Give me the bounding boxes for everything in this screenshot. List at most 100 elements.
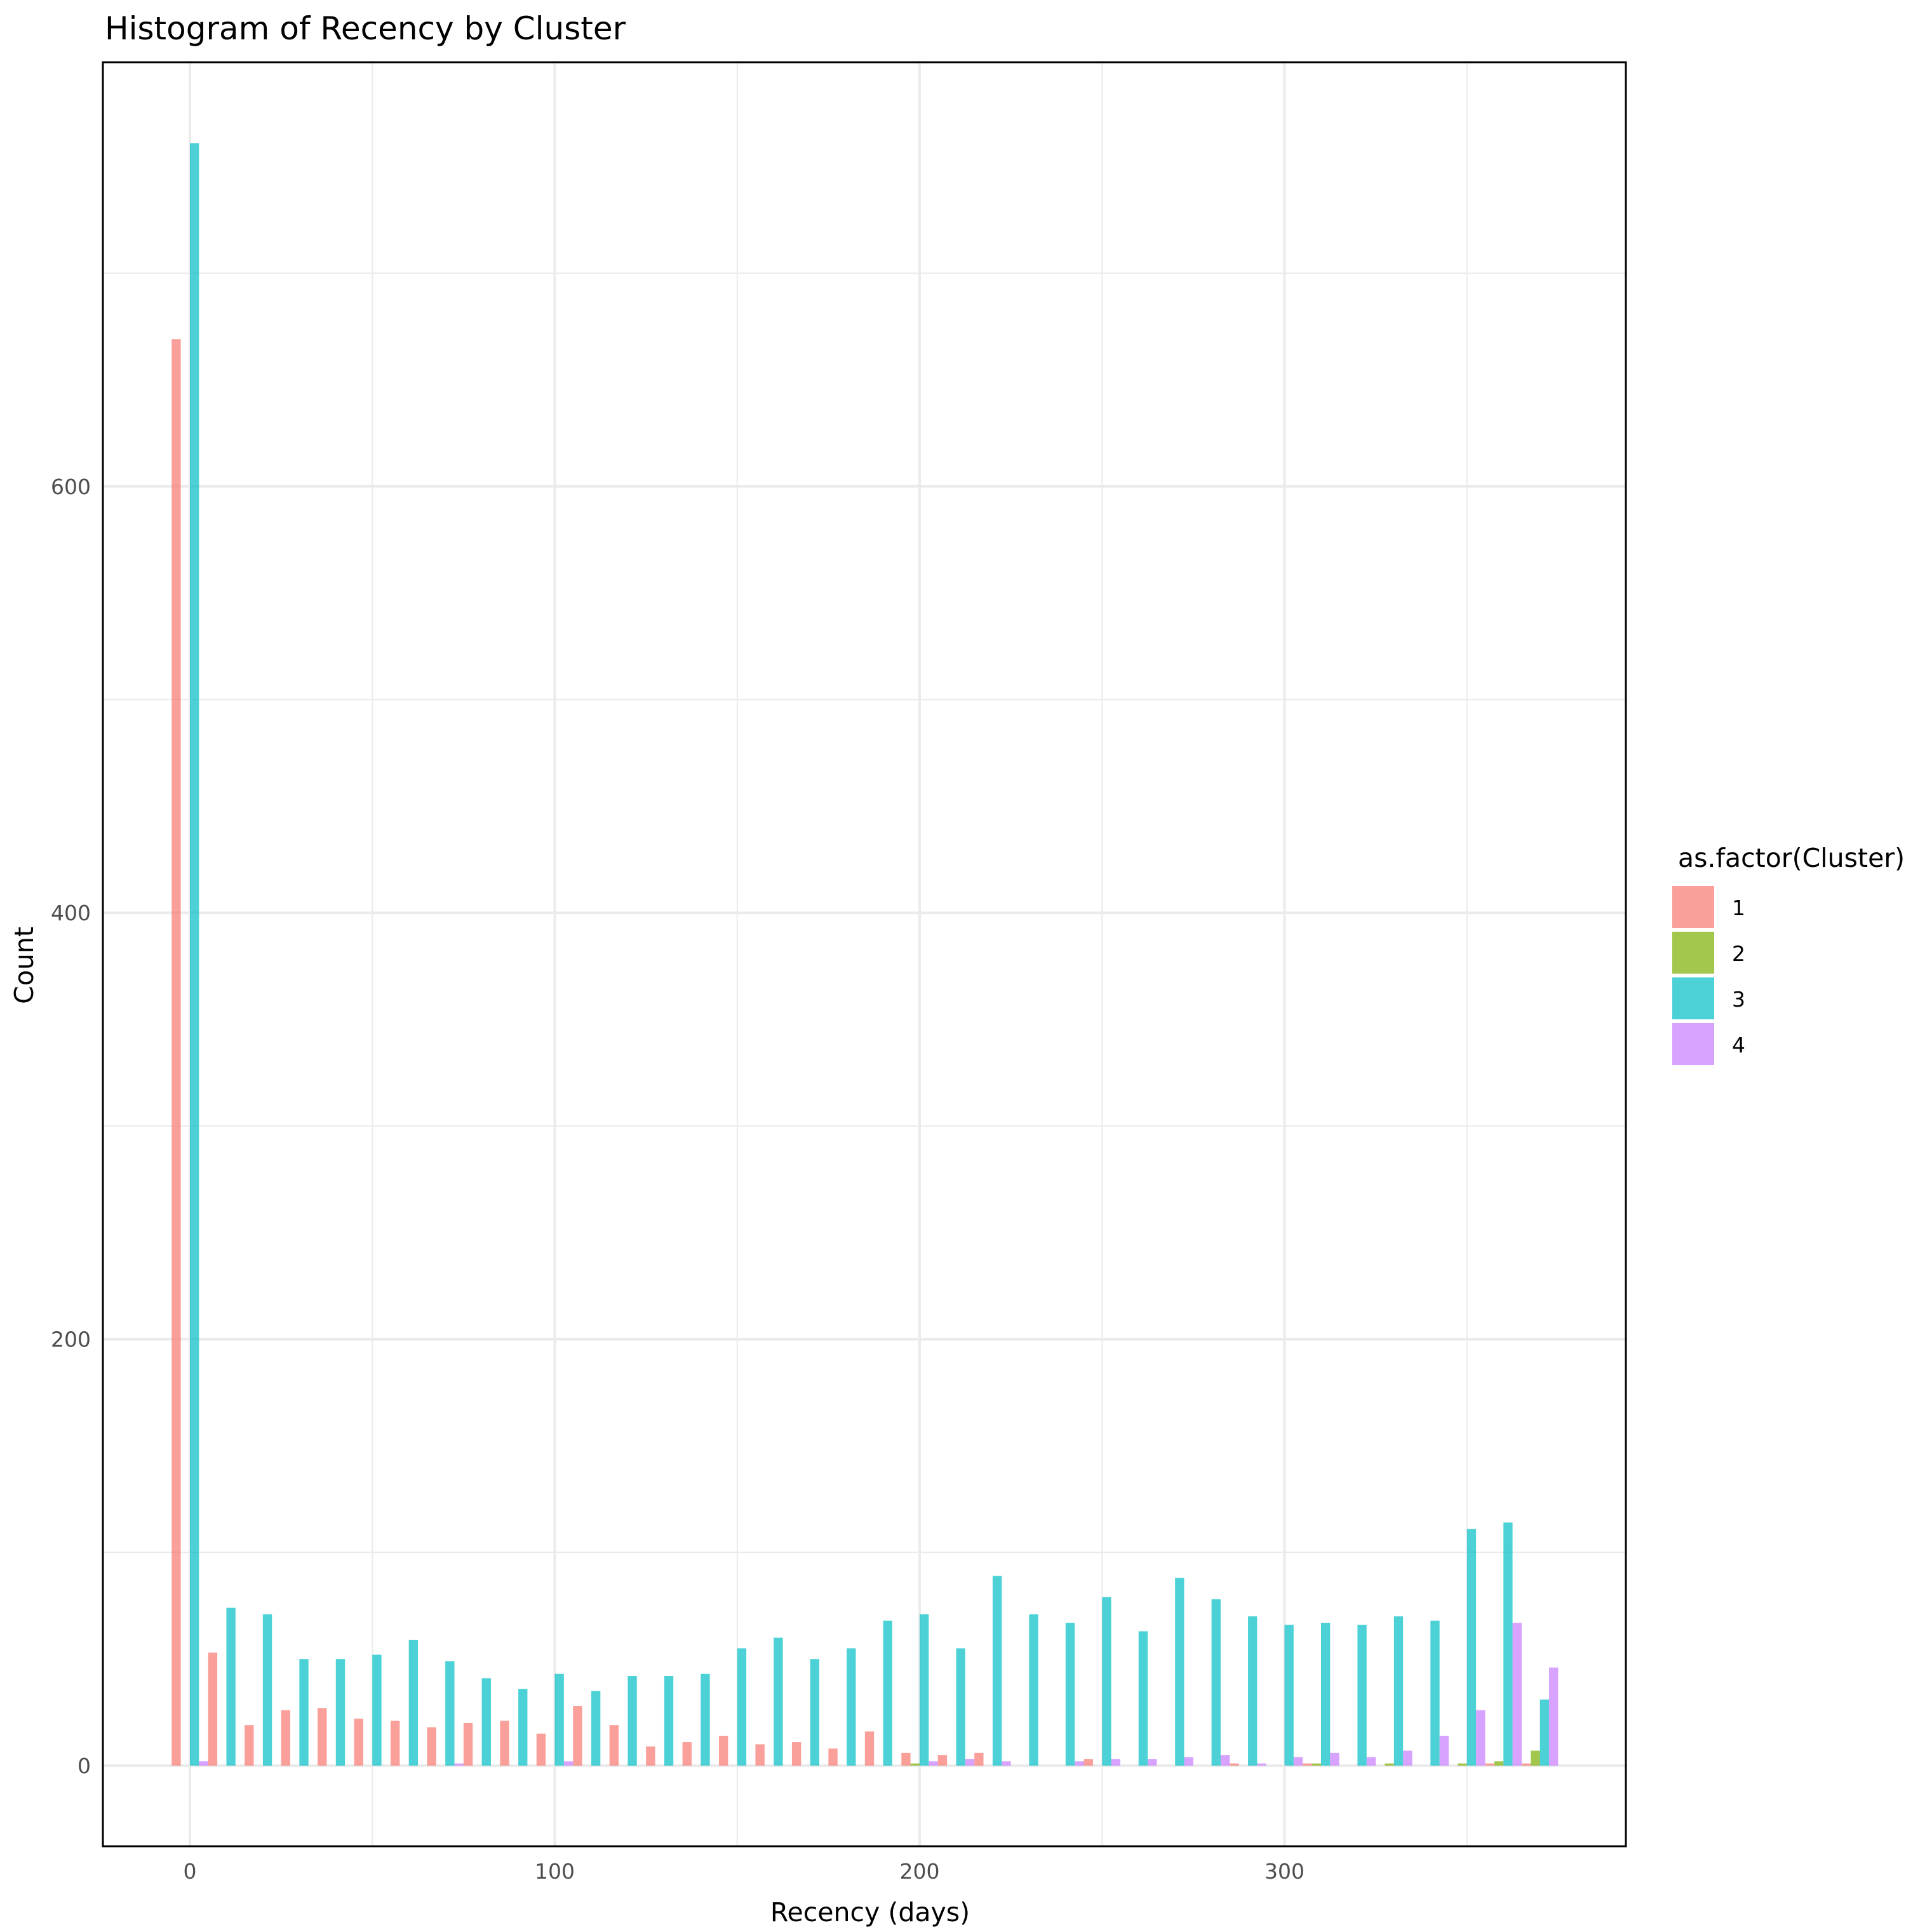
histogram-bar-cluster-1	[427, 1727, 436, 1766]
histogram-bar-cluster-1	[500, 1721, 509, 1766]
histogram-bar-cluster-3	[701, 1674, 710, 1766]
histogram-bar-cluster-3	[956, 1648, 965, 1766]
histogram-bar-cluster-3	[1102, 1597, 1111, 1766]
histogram-bar-cluster-3	[408, 1639, 419, 1766]
histogram-bar-cluster-1	[1230, 1763, 1239, 1766]
panel-border	[102, 61, 1627, 1848]
histogram-bar-cluster-3	[920, 1614, 929, 1766]
histogram-bar-cluster-3	[1393, 1616, 1404, 1766]
histogram-bar-cluster-1	[281, 1710, 290, 1766]
histogram-bar-cluster-2	[1311, 1763, 1321, 1766]
legend-key-2	[1672, 932, 1714, 974]
y-axis-title: Count	[9, 927, 39, 1004]
legend-item-3: 3	[1672, 977, 1745, 1019]
legend: as.factor(Cluster) 1 2 3 4	[1672, 843, 1905, 1065]
histogram-bar-cluster-4	[199, 1761, 208, 1766]
histogram-bar-cluster-4	[1366, 1757, 1376, 1766]
histogram-bar-cluster-4	[1111, 1759, 1120, 1766]
histogram-bar-cluster-3	[847, 1648, 856, 1766]
histogram-bar-cluster-3	[1211, 1599, 1221, 1766]
histogram-bar-cluster-1	[390, 1721, 400, 1766]
x-tick-label: 200	[900, 1859, 940, 1884]
histogram-bar-cluster-3	[1320, 1623, 1331, 1766]
histogram-bar-cluster-4	[1330, 1752, 1339, 1766]
y-axis-ticks: 0 200 400 600	[51, 474, 91, 1778]
y-tick-label: 0	[77, 1754, 91, 1778]
histogram-bar-cluster-3	[554, 1674, 564, 1766]
histogram-bar-cluster-3	[1540, 1699, 1550, 1766]
histogram-bar-cluster-3	[190, 143, 199, 1766]
histogram-bar-cluster-1	[828, 1748, 838, 1766]
histogram-bar-cluster-3	[1503, 1522, 1513, 1766]
legend-label-1: 1	[1732, 896, 1745, 920]
chart-title: Histogram of Recency by Cluster	[105, 10, 626, 47]
y-tick-label: 400	[51, 901, 91, 925]
legend-label-4: 4	[1732, 1033, 1745, 1057]
legend-item-2: 2	[1672, 932, 1745, 974]
histogram-bar-cluster-4	[1257, 1763, 1266, 1766]
histogram-bar-cluster-3	[664, 1676, 674, 1766]
histogram-bar-cluster-1	[937, 1755, 948, 1766]
y-tick-label: 200	[51, 1327, 91, 1352]
histogram-bar-cluster-1	[1521, 1763, 1531, 1766]
histogram-bar-cluster-4	[1293, 1757, 1303, 1766]
histogram-bar-cluster-4	[1148, 1759, 1157, 1766]
bars	[171, 143, 1559, 1766]
histogram-bar-cluster-2	[1458, 1763, 1467, 1766]
x-tick-label: 0	[184, 1859, 197, 1884]
histogram-bar-cluster-4	[1512, 1623, 1522, 1766]
histogram-bar-cluster-1	[573, 1706, 582, 1766]
histogram-bar-cluster-3	[481, 1678, 491, 1766]
histogram-bar-cluster-3	[1284, 1625, 1294, 1766]
histogram-bar-cluster-1	[354, 1719, 363, 1766]
legend-key-4	[1672, 1023, 1714, 1065]
histogram-bar-cluster-1	[974, 1752, 984, 1766]
histogram-bar-cluster-3	[262, 1614, 272, 1766]
histogram-bar-cluster-2	[1531, 1750, 1540, 1766]
histogram-bar-cluster-1	[318, 1708, 327, 1766]
legend-key-3	[1672, 977, 1714, 1019]
histogram-bar-cluster-4	[1476, 1710, 1486, 1766]
histogram-bar-cluster-3	[226, 1607, 236, 1766]
histogram-bar-cluster-1	[719, 1736, 728, 1766]
x-axis-ticks: 0 100 200 300	[184, 1859, 1305, 1884]
histogram-bar-cluster-3	[335, 1659, 345, 1766]
histogram-bar-cluster-4	[1002, 1761, 1011, 1766]
histogram-bar-cluster-4	[929, 1761, 938, 1766]
histogram-bar-cluster-3	[627, 1676, 637, 1766]
histogram-bar-cluster-1	[755, 1744, 765, 1766]
histogram-bar-cluster-4	[965, 1759, 975, 1766]
histogram-bar-cluster-4	[454, 1763, 464, 1766]
histogram-bar-cluster-1	[536, 1733, 546, 1766]
histogram-bar-cluster-3	[1357, 1625, 1367, 1766]
histogram-bar-cluster-3	[1138, 1631, 1148, 1766]
histogram-bar-cluster-1	[1083, 1759, 1093, 1766]
histogram-bar-cluster-1	[245, 1725, 254, 1766]
histogram-bar-cluster-1	[208, 1653, 218, 1766]
histogram-bar-cluster-1	[609, 1725, 619, 1766]
histogram-bar-cluster-4	[563, 1761, 574, 1766]
histogram-bar-cluster-3	[1430, 1620, 1440, 1766]
histogram-bar-cluster-3	[1065, 1623, 1075, 1766]
histogram-bar-cluster-1	[901, 1752, 911, 1766]
histogram-bar-cluster-3	[737, 1648, 747, 1766]
histogram-bar-cluster-4	[1184, 1757, 1193, 1766]
histogram-bar-cluster-1	[1485, 1763, 1494, 1766]
legend-label-2: 2	[1732, 941, 1745, 966]
legend-key-1	[1672, 886, 1714, 928]
histogram-bar-cluster-1	[682, 1742, 692, 1766]
x-tick-label: 300	[1265, 1859, 1305, 1884]
histogram-bar-cluster-3	[1466, 1529, 1477, 1766]
histogram-bar-cluster-3	[1248, 1616, 1258, 1766]
panel-background	[103, 62, 1626, 1846]
histogram-bar-cluster-2	[1385, 1763, 1394, 1766]
histogram-bar-cluster-1	[463, 1722, 473, 1766]
histogram-bar-cluster-1	[791, 1742, 802, 1766]
histogram-bar-cluster-1	[1303, 1763, 1312, 1766]
histogram-bar-cluster-3	[810, 1659, 820, 1766]
histogram-bar-cluster-1	[171, 339, 181, 1766]
histogram-bar-cluster-3	[883, 1620, 892, 1766]
histogram-bar-cluster-3	[992, 1576, 1002, 1766]
histogram-bar-cluster-4	[1220, 1755, 1230, 1766]
